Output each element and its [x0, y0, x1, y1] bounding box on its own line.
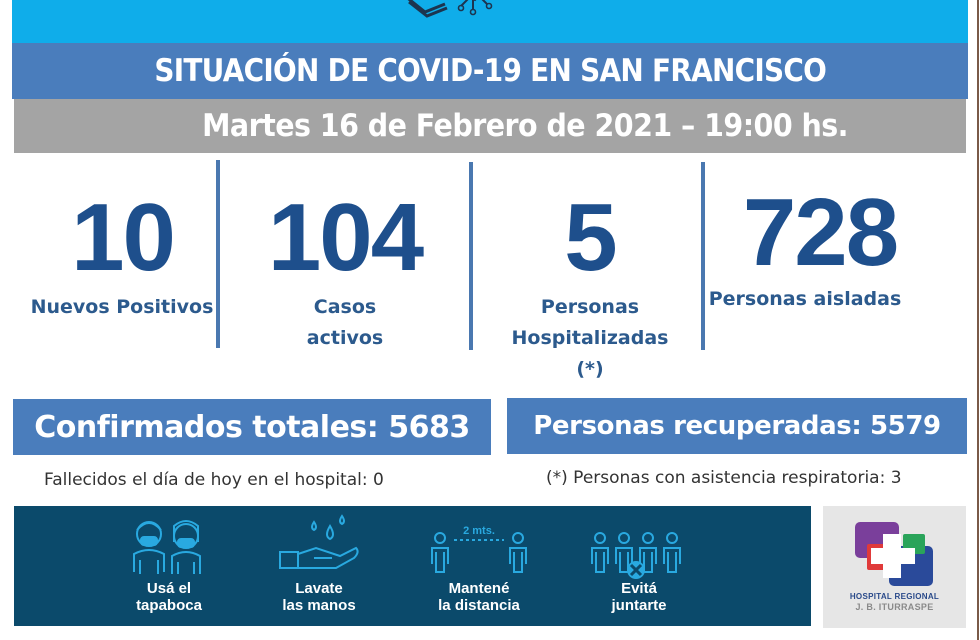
tip-handwash: Lavate las manos	[244, 506, 394, 626]
stat-divider	[701, 162, 705, 350]
stat-divider	[469, 162, 473, 350]
stat-divider	[216, 160, 220, 348]
tip-label-line: juntarte	[611, 597, 667, 614]
tip-label-line: Lavate	[295, 580, 343, 597]
tip-label-line: tapaboca	[136, 597, 202, 614]
page-edge	[977, 0, 979, 640]
header-banner	[12, 0, 968, 43]
respiratory-note: (*) Personas con asistencia respiratoria…	[546, 468, 902, 488]
stat-value-hospitalized: 5	[564, 184, 617, 291]
distance-icon: 2 mts.	[431, 525, 527, 573]
tip-label-line: Evitá	[621, 580, 657, 597]
hospital-cross-icon	[855, 522, 933, 586]
stat-label-hospitalized: Personas Hospitalizadas (*)	[490, 292, 690, 385]
stat-label-new-positives: Nuevos Positivos	[22, 292, 222, 323]
recovered-total-label: Personas recuperadas: 5579	[533, 411, 941, 441]
tip-label-line: Usá el	[146, 580, 192, 597]
stat-label-line: Personas aisladas	[708, 288, 902, 310]
tip-mask-label: Usá el tapaboca	[94, 580, 244, 614]
logo-line1: HOSPITAL REGIONAL	[849, 592, 940, 601]
hospital-logo: HOSPITAL REGIONAL J. B. ITURRASPE	[823, 506, 966, 628]
stat-label-isolated: Personas aisladas	[705, 284, 905, 315]
deaths-note: Fallecidos el día de hoy en el hospital:…	[44, 470, 384, 490]
stat-label-active-cases: Casos activos	[245, 292, 445, 354]
confirmed-total-label: Confirmados totales: 5683	[34, 409, 470, 445]
tip-label-line: Mantené	[448, 580, 510, 597]
page-title: SITUACIÓN DE COVID-19 EN SAN FRANCISCO	[154, 53, 827, 89]
tip-label-line: las manos	[282, 597, 356, 614]
stat-label-line: Hospitalizadas	[511, 327, 669, 349]
stat-label-line: Casos	[313, 296, 377, 318]
tip-mask: Usá el tapaboca	[94, 506, 244, 626]
stat-value-isolated: 728	[742, 179, 899, 286]
hand-wash-icon	[279, 514, 359, 569]
tip-distance-label: Mantené la distancia	[404, 580, 554, 614]
stat-label-line: activos	[306, 327, 384, 349]
stat-label-line: Personas	[540, 296, 640, 318]
distance-label: 2 mts.	[463, 525, 495, 537]
stat-label-line: (*)	[576, 358, 604, 380]
date-band: Martes 16 de Febrero de 2021 – 19:00 hs.	[14, 99, 966, 153]
prevention-banner: Usá el tapaboca Lavate las manos	[14, 506, 811, 626]
people-mask-icon	[133, 520, 201, 574]
stat-value-new-positives: 10	[71, 184, 176, 291]
tip-no-gathering: Evitá juntarte	[564, 506, 714, 626]
confirmed-total-box: Confirmados totales: 5683	[13, 399, 491, 455]
logo-line2: J. B. ITURRASPE	[855, 602, 934, 612]
tip-label-line: la distancia	[438, 597, 520, 614]
report-date: Martes 16 de Febrero de 2021 – 19:00 hs.	[202, 108, 848, 144]
virus-network-icon	[407, 0, 493, 18]
tip-distance: 2 mts. Mantené la distancia	[404, 506, 554, 626]
stat-label-line: Nuevos Positivos	[30, 296, 214, 318]
title-band: SITUACIÓN DE COVID-19 EN SAN FRANCISCO	[12, 43, 968, 99]
stat-value-active-cases: 104	[267, 184, 424, 291]
tip-handwash-label: Lavate las manos	[244, 580, 394, 614]
no-gathering-icon	[591, 532, 681, 579]
tip-no-gathering-label: Evitá juntarte	[564, 580, 714, 614]
recovered-total-box: Personas recuperadas: 5579	[507, 398, 967, 454]
